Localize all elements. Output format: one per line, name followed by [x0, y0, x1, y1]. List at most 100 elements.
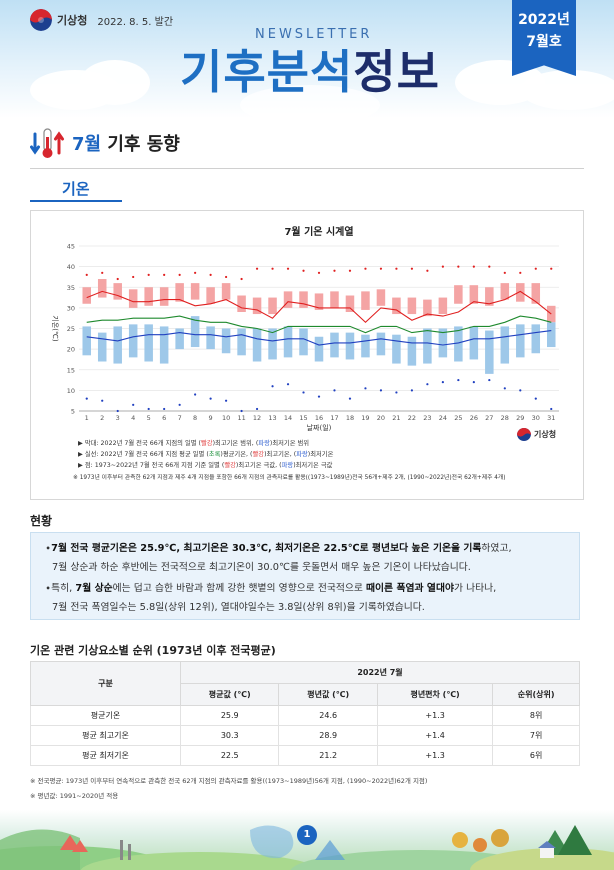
chart-org-name: 기상청	[534, 429, 557, 439]
mean-temp-line	[86, 315, 552, 334]
table-cell: 21.2	[278, 745, 378, 766]
extreme-high-point	[457, 265, 460, 268]
min-range-bar	[469, 326, 479, 360]
extreme-high-point	[194, 271, 197, 274]
subtab-label: 기온	[62, 180, 90, 198]
x-tick-label: 1	[85, 414, 89, 422]
extreme-high-point	[534, 267, 537, 270]
max-range-bar	[345, 295, 355, 312]
col-header: 평년편차 (℃)	[376, 683, 494, 706]
extreme-low-point	[116, 409, 119, 413]
col-header: 순위(상위)	[492, 683, 580, 706]
note-red: 빨강	[252, 451, 265, 458]
x-tick-label: 3	[116, 414, 120, 422]
y-tick-label: 15	[67, 366, 75, 374]
row-label: 평균 최고기온	[30, 725, 181, 746]
x-tick-label: 14	[284, 414, 292, 422]
section-heading: 7월 기후 동향	[72, 130, 180, 156]
note-text: )최고기온 범위, (	[212, 440, 259, 447]
y-tick-label: 30	[67, 304, 75, 312]
status-text: ∙특히,	[45, 583, 76, 594]
extreme-low-point	[395, 391, 398, 394]
extreme-high-point	[163, 273, 166, 276]
table-row: 평균 최고기온 30.3 28.9 +1.4 7위	[30, 725, 580, 746]
min-range-bar	[531, 324, 541, 354]
table-cell: 8위	[492, 705, 580, 726]
note-text: ▶ 점: 1973~2022년 7월 전국 66개 지점 기준 일별 (	[78, 462, 225, 469]
extreme-high-point	[132, 275, 135, 279]
x-tick-label: 15	[299, 414, 307, 422]
max-range-bar	[330, 291, 339, 308]
extreme-low-point	[132, 403, 135, 406]
extreme-high-point	[85, 273, 88, 276]
extreme-low-point	[209, 397, 212, 400]
extreme-low-point	[302, 391, 305, 394]
extreme-low-point	[519, 389, 522, 392]
extreme-high-point	[364, 267, 367, 270]
status-bold: 7월 전국 평균기온은 25.9℃, 최고기온은 30.3℃, 최저기온은 22…	[51, 543, 482, 554]
extreme-low-point	[441, 381, 444, 384]
x-tick-label: 9	[209, 414, 213, 422]
chart-kma-logo: 기상청	[517, 427, 556, 441]
max-range-bar	[469, 285, 479, 304]
row-label: 평균기온	[30, 705, 181, 726]
extreme-high-point	[209, 273, 212, 276]
extreme-low-point	[379, 389, 383, 392]
y-tick-label: 20	[67, 346, 75, 354]
x-tick-label: 28	[501, 414, 509, 422]
table-row: 평균 최저기온 22.5 21.2 +1.3 6위	[30, 745, 580, 766]
extreme-high-point	[116, 277, 119, 281]
issue-ribbon: 2022년 7월호	[512, 0, 576, 76]
x-tick-label: 20	[377, 414, 385, 422]
extreme-low-point	[101, 399, 104, 402]
extreme-low-point	[410, 389, 414, 392]
note-text: )최저기온	[307, 451, 334, 458]
title-part1: 기후분석	[180, 45, 354, 99]
x-tick-label: 11	[237, 414, 245, 422]
min-range-bar	[97, 332, 107, 362]
extreme-low-point	[503, 387, 506, 390]
extreme-low-point	[178, 403, 181, 406]
row-label: 평균 최저기온	[30, 745, 181, 766]
section-divider	[30, 168, 584, 169]
status-text: 하였고,	[481, 543, 512, 554]
section-heading-rest: 기후 동향	[101, 134, 180, 155]
extreme-low-point	[147, 407, 150, 411]
table-row: 평균기온 25.9 24.6 +1.3 8위	[30, 705, 580, 726]
col-header: 평균값 (℃)	[179, 683, 280, 706]
max-range-bar	[438, 297, 448, 315]
extreme-high-point	[271, 267, 274, 270]
min-range-bar	[547, 322, 556, 348]
extreme-high-point	[255, 267, 259, 270]
max-range-bar	[454, 285, 463, 304]
kma-emblem-icon	[30, 9, 52, 31]
min-temp-line	[86, 330, 552, 346]
max-range-bar	[128, 289, 138, 308]
y-tick-label: 5	[71, 408, 75, 416]
min-range-bar	[221, 328, 231, 354]
table-cell: +1.3	[376, 705, 494, 726]
status-text: 7월 전국 폭염일수는 5.8일(상위 12위), 열대야일수는 3.8일(상위…	[52, 602, 425, 613]
max-range-bar	[485, 287, 494, 306]
max-range-bar	[144, 287, 153, 306]
status-bold: 때이른 폭염과 열대야	[366, 583, 454, 594]
max-range-bar	[113, 283, 122, 300]
min-range-bar	[299, 328, 308, 356]
chart-note-1: ▶ 막대: 2022년 7월 전국 66개 지점의 일별 (빨강)최고기온 범위…	[78, 438, 578, 447]
max-range-bar	[500, 283, 510, 300]
col-group-header: 구분	[30, 661, 181, 706]
newsletter-label: NEWSLETTER	[255, 27, 373, 42]
chart-title: 7월 기온 시계열	[284, 225, 353, 238]
x-tick-label: 26	[470, 414, 478, 422]
status-title: 현황	[30, 514, 53, 528]
table-title: 기온 관련 기상요소별 순위 (1973년 이후 전국평균)	[30, 644, 276, 657]
min-range-bar	[330, 332, 339, 358]
min-range-bar	[361, 334, 370, 358]
min-range-bar	[190, 316, 200, 348]
x-tick-label: 22	[408, 414, 416, 422]
extreme-low-point	[286, 383, 290, 386]
extreme-high-point	[426, 269, 429, 272]
period-header: 2022년 7월	[180, 661, 580, 684]
min-range-bar	[268, 328, 277, 360]
note-text: ▶ 막대: 2022년 7월 전국 66개 지점의 일별 (	[78, 440, 201, 447]
